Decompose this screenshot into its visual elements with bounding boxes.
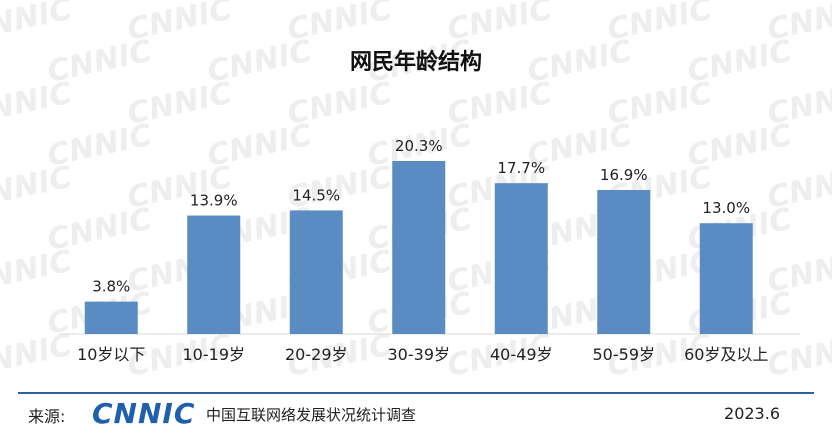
data-label-4: 20.3% <box>395 137 443 155</box>
data-label-1: 3.8% <box>92 278 130 296</box>
data-label-5: 17.7% <box>497 159 545 177</box>
bar-4 <box>392 161 446 334</box>
category-label-1: 10岁以下 <box>77 345 145 364</box>
category-label-3: 20-29岁 <box>285 345 348 364</box>
cnnic-logo: CNNIC <box>92 397 196 430</box>
category-label-7: 60岁及以上 <box>684 345 768 364</box>
data-label-2: 13.9% <box>190 192 238 210</box>
category-label-2: 10-19岁 <box>183 345 246 364</box>
data-label-6: 16.9% <box>600 166 648 184</box>
category-label-5: 40-49岁 <box>490 345 553 364</box>
data-label-7: 13.0% <box>702 199 750 217</box>
category-label-6: 50-59岁 <box>593 345 656 364</box>
footer-date: 2023.6 <box>724 404 780 423</box>
bar-5 <box>494 183 548 334</box>
chart-title: 网民年龄结构 <box>349 50 482 75</box>
bar-1 <box>84 301 138 334</box>
source-label: 来源: <box>28 407 66 426</box>
source-name: 中国互联网络发展状况统计调查 <box>206 406 417 424</box>
bar-7 <box>699 223 753 334</box>
bar-6 <box>597 189 651 334</box>
data-label-3: 14.5% <box>292 186 340 204</box>
category-label-4: 30-39岁 <box>388 345 451 364</box>
bar-chart: 3.8% 10岁以下 13.9% 10-19岁 14.5% 20-29岁 20.3% 30-3… <box>60 137 800 364</box>
bar-3 <box>289 210 343 334</box>
footer-divider <box>18 392 814 394</box>
bar-2 <box>187 215 241 334</box>
